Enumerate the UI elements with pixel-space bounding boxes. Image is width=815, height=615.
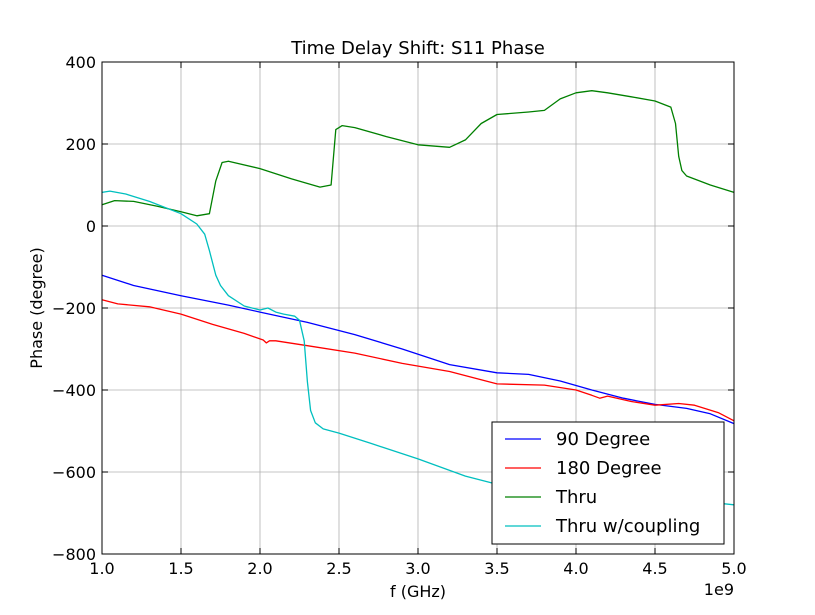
y-tick-label: 400 — [65, 53, 96, 72]
series-line-thru — [101, 90, 735, 217]
x-tick-label: 1.5 — [168, 559, 193, 578]
legend-box — [491, 421, 725, 545]
chart-title: Time Delay Shift: S11 Phase — [290, 38, 545, 59]
x-tick-label: 4.0 — [563, 559, 588, 578]
y-tick-label: 0 — [86, 217, 96, 236]
legend-label-thru-w-coupling: Thru w/coupling — [555, 516, 700, 537]
legend-label-thru: Thru — [555, 487, 597, 508]
x-tick-label: 3.5 — [484, 559, 509, 578]
y-tick-label: −800 — [52, 545, 96, 564]
x-tick-label: 1.0 — [89, 559, 114, 578]
x-tick-label: 4.5 — [642, 559, 667, 578]
x-tick-label: 3.0 — [405, 559, 430, 578]
x-tick-label: 5.0 — [721, 559, 746, 578]
legend: 90 Degree 180 Degree Thru Thru w/coupling — [491, 421, 725, 545]
series-line-180-degree — [101, 299, 735, 422]
y-tick-label: −200 — [52, 299, 96, 318]
y-axis-label: Phase (degree) — [27, 247, 46, 368]
y-tick-label: 200 — [65, 135, 96, 154]
x-axis-label: f (GHz) — [390, 582, 446, 601]
axis-ticks: 1.0 1.5 2.0 2.5 3.0 3.5 4.0 4.5 5.0 −800 −600 −400 −… — [52, 53, 747, 578]
legend-label-180-degree: 180 Degree — [556, 458, 662, 479]
x-tick-label: 2.5 — [326, 559, 351, 578]
legend-label-90-degree: 90 Degree — [556, 429, 650, 450]
y-tick-label: −600 — [52, 463, 96, 482]
x-offset-label: 1e9 — [704, 580, 734, 599]
x-tick-label: 2.0 — [247, 559, 272, 578]
y-tick-label: −400 — [52, 381, 96, 400]
